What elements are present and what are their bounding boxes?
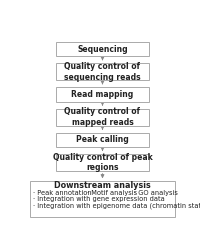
FancyBboxPatch shape: [56, 154, 149, 171]
FancyBboxPatch shape: [56, 109, 149, 126]
Text: · Peak annotation: · Peak annotation: [33, 190, 91, 196]
FancyBboxPatch shape: [56, 42, 149, 56]
Text: Quality control of
mapped reads: Quality control of mapped reads: [64, 107, 140, 127]
Text: Downstream analysis: Downstream analysis: [54, 181, 151, 190]
FancyBboxPatch shape: [56, 133, 149, 147]
Text: Read mapping: Read mapping: [71, 90, 134, 99]
FancyBboxPatch shape: [30, 181, 175, 217]
Text: · Integration with gene expression data: · Integration with gene expression data: [33, 196, 164, 202]
Text: · GO analysis: · GO analysis: [134, 190, 177, 196]
Text: · Integration with epigenome data (chromatin state): · Integration with epigenome data (chrom…: [33, 202, 200, 209]
Text: · Motif analysis: · Motif analysis: [87, 190, 137, 196]
Text: Peak calling: Peak calling: [76, 135, 129, 144]
Text: Quality control of peak
regions: Quality control of peak regions: [53, 153, 152, 172]
FancyBboxPatch shape: [56, 63, 149, 80]
Text: Sequencing: Sequencing: [77, 45, 128, 54]
FancyBboxPatch shape: [56, 87, 149, 102]
Text: Quality control of
sequencing reads: Quality control of sequencing reads: [64, 62, 141, 82]
